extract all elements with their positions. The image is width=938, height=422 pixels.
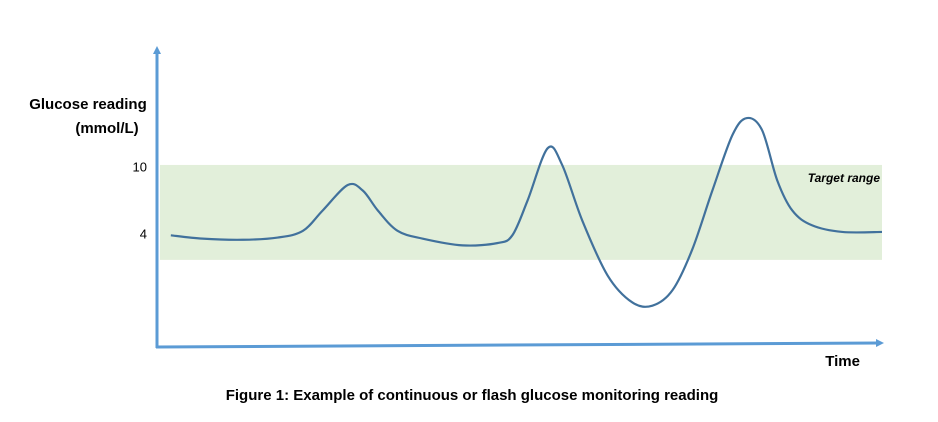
y-axis-label: Glucose reading bbox=[29, 96, 147, 113]
y-tick-label: 10 bbox=[133, 160, 147, 175]
line bbox=[170, 116, 883, 308]
y-tick-label: 4 bbox=[140, 227, 147, 242]
target-band bbox=[160, 164, 882, 260]
plot: Target range 10 4 bbox=[133, 46, 884, 349]
y-axis-label: (mmol/L) bbox=[75, 120, 138, 137]
annotation: Target range bbox=[808, 171, 881, 185]
x-axis-label: Time bbox=[825, 353, 860, 370]
chart-title: Figure 1: Example of continuous or flash… bbox=[226, 387, 719, 404]
x-axis bbox=[155, 339, 884, 349]
